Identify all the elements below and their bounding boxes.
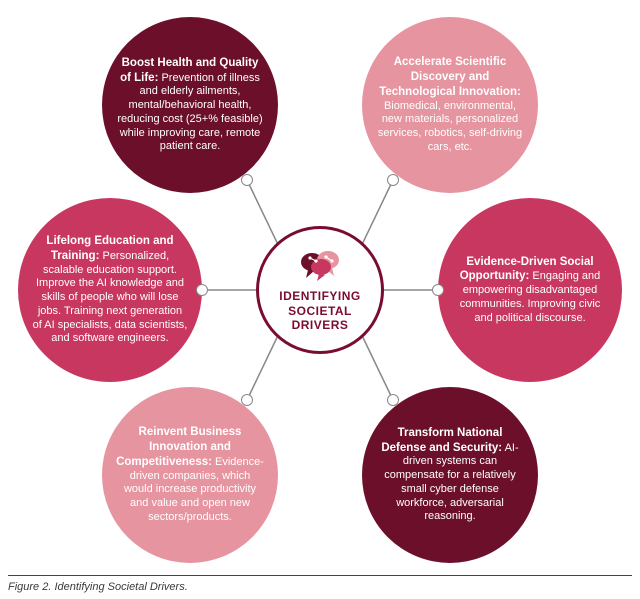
center-node: IDENTIFYING SOCIETAL DRIVERS xyxy=(256,226,384,354)
node-education: Lifelong Education and Training: Persona… xyxy=(18,198,202,382)
connector-joint xyxy=(241,174,253,186)
center-label-2: SOCIETAL DRIVERS xyxy=(259,304,381,333)
connector-joint xyxy=(241,394,253,406)
center-label-1: IDENTIFYING xyxy=(279,289,361,303)
center-icon xyxy=(298,248,342,285)
node-science: Accelerate Scientific Discovery and Tech… xyxy=(362,17,538,193)
node-defense: Transform National Defense and Security:… xyxy=(362,387,538,563)
connector-joint xyxy=(387,174,399,186)
connector-joint xyxy=(196,284,208,296)
node-evidence: Evidence-Driven Social Opportunity: Enga… xyxy=(438,198,622,382)
connector-joint xyxy=(432,284,444,296)
connector-joint xyxy=(387,394,399,406)
figure-caption: Figure 2. Identifying Societal Drivers. xyxy=(8,575,632,593)
node-title: Transform National Defense and Security: xyxy=(381,427,502,454)
caption-text: Figure 2. Identifying Societal Drivers. xyxy=(8,581,188,593)
node-body: Biomedical, environmental, new materials… xyxy=(378,100,522,153)
node-health: Boost Health and Quality of Life: Preven… xyxy=(102,17,278,193)
caption-divider xyxy=(8,575,632,576)
node-title: Accelerate Scientific Discovery and Tech… xyxy=(379,56,521,98)
diagram-canvas: Boost Health and Quality of Life: Preven… xyxy=(0,0,640,599)
node-body: Personalized, scalable education support… xyxy=(33,250,188,345)
node-business: Reinvent Business Innovation and Competi… xyxy=(102,387,278,563)
